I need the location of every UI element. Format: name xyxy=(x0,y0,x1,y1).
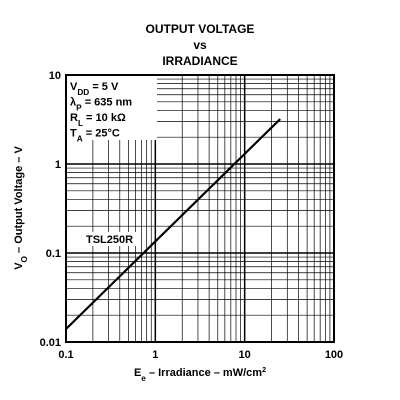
y-tick-label: 10 xyxy=(49,70,61,82)
label-part: λ xyxy=(70,97,76,109)
y-tick-label: 0.1 xyxy=(46,248,61,260)
y-tick-label: 1 xyxy=(55,159,61,171)
chart-title: IRRADIANCE xyxy=(162,54,237,68)
plot-frame xyxy=(65,74,335,343)
y-tick-label: 0.01 xyxy=(40,337,61,349)
x-tick-label: 10 xyxy=(239,349,251,361)
label-part: A xyxy=(77,134,83,143)
annotation: λP = 635 nm xyxy=(70,97,132,113)
line xyxy=(65,118,281,330)
label-part: V xyxy=(70,81,78,93)
label-part: = 5 V xyxy=(89,81,119,93)
label-part: P xyxy=(76,103,82,112)
label-part: – Output Voltage – V xyxy=(13,146,25,256)
annotation: VDD = 5 V xyxy=(70,81,119,97)
label-part: 2 xyxy=(262,366,266,374)
label-part: DD xyxy=(77,88,89,97)
annotation-box xyxy=(67,76,157,140)
chart-title: vs xyxy=(193,38,207,52)
series-label: TSL250R xyxy=(86,234,133,246)
label-part: R xyxy=(70,112,78,124)
label-part: = 25°C xyxy=(83,128,120,140)
x-tick-label: 1 xyxy=(152,349,158,361)
annotation: TA = 25°C xyxy=(70,128,120,144)
x-tick-label: 100 xyxy=(325,349,343,361)
label-part: E xyxy=(134,367,141,379)
x-tick-label: 0.1 xyxy=(58,349,73,361)
label-part: T xyxy=(70,128,77,140)
series-label-bg xyxy=(84,232,136,246)
chart-title: OUTPUT VOLTAGE xyxy=(146,22,255,36)
annotation: RL = 10 kΩ xyxy=(70,112,126,128)
label-part: L xyxy=(78,119,83,128)
y-axis-label: VO – Output Voltage – V xyxy=(13,146,29,270)
label-part: – Irradiance – mW/cm xyxy=(146,367,262,379)
label-part: e xyxy=(141,374,146,383)
label-part: = 10 kΩ xyxy=(83,112,126,124)
label-part: = 635 nm xyxy=(82,97,133,109)
label-part: O xyxy=(20,255,29,262)
label-part: V xyxy=(13,262,25,270)
x-axis-label: Ee – Irradiance – mW/cm2 xyxy=(134,366,266,383)
